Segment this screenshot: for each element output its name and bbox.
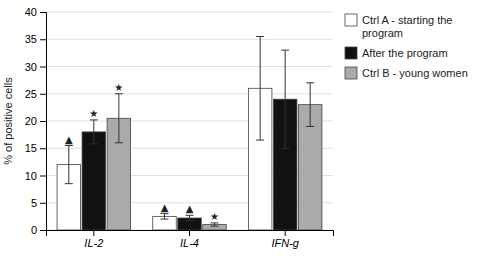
x-tick: IL-2 [84, 230, 103, 249]
series [107, 83, 322, 230]
y-axis-title: % of positive cells [2, 77, 14, 165]
y-tick: 25 [25, 88, 46, 100]
error-bar [211, 223, 219, 226]
grid-line [46, 93, 333, 94]
legend: Ctrl A - starting theprogram After the pr… [345, 14, 468, 79]
legend-item: Ctrl A - starting theprogram [345, 14, 452, 39]
error-bar [160, 214, 168, 219]
y-tick-mark [40, 67, 46, 68]
x-tick-label: IFN-g [271, 237, 299, 249]
error-bar [186, 215, 194, 220]
y-tick: 5 [31, 197, 46, 209]
x-axis-line [47, 231, 334, 237]
y-tick-mark [40, 148, 46, 149]
y-tick-label: 25 [25, 88, 37, 100]
y-tick-label: 30 [25, 61, 37, 73]
y-tick: 30 [25, 61, 46, 73]
annotation: ▲ [161, 202, 169, 213]
chart: 0 5 10 15 20 25 30 35 40 IL-2 IL-4 IFN-g % of positi… [0, 0, 483, 256]
y-axis: 0 5 10 15 20 25 30 35 40 [25, 6, 47, 236]
series [82, 50, 297, 230]
legend-swatch [345, 67, 357, 79]
y-tick-label: 5 [31, 197, 37, 209]
y-tick-mark [40, 12, 46, 13]
x-tick: IFN-g [271, 230, 299, 249]
x-tick-mark [189, 230, 190, 236]
legend-swatch [345, 14, 357, 26]
error-bar [90, 120, 98, 144]
legend-swatch [345, 47, 357, 59]
annotation: ★ [210, 211, 219, 222]
legend-label: Ctrl B - young women [362, 67, 468, 79]
annotation: ★ [89, 108, 98, 119]
plot: 0 5 10 15 20 25 30 35 40 IL-2 IL-4 IFN-g % of positi… [2, 6, 334, 249]
y-tick-label: 20 [25, 115, 37, 127]
y-tick-label: 35 [25, 33, 37, 45]
y-tick: 20 [25, 115, 46, 127]
y-tick-mark [40, 39, 46, 40]
y-tick-mark [40, 176, 46, 177]
grid-line [46, 39, 333, 40]
x-tick-label: IL-4 [180, 237, 199, 249]
x-axis: IL-2 IL-4 IFN-g [47, 230, 334, 249]
annotation: ▲ [186, 203, 194, 214]
grid-line [46, 66, 333, 67]
annotation: ★ [114, 82, 123, 93]
y-tick-label: 40 [25, 6, 37, 18]
error-bar [256, 37, 264, 141]
y-tick-label: 15 [25, 142, 37, 154]
legend-label: Ctrl A - starting theprogram [362, 14, 452, 39]
series [57, 37, 272, 230]
grid-line [46, 12, 333, 13]
x-tick-label: IL-2 [84, 237, 103, 249]
legend-label: After the program [362, 47, 448, 59]
y-tick-mark [40, 121, 46, 122]
y-tick: 0 [31, 224, 46, 236]
y-tick: 15 [25, 142, 46, 154]
legend-item: After the program [345, 47, 448, 59]
error-bar [115, 94, 123, 143]
y-tick: 40 [25, 6, 46, 18]
y-tick-mark [40, 230, 46, 231]
y-tick: 10 [25, 170, 46, 182]
grid [46, 12, 333, 230]
annotations: ▲ ★ ★ ▲ ▲ ★ [65, 82, 219, 222]
error-bar [306, 83, 314, 127]
legend-item: Ctrl B - young women [345, 67, 468, 79]
y-axis-line [40, 13, 47, 231]
annotation: ▲ [65, 134, 73, 145]
y-tick-label: 0 [31, 224, 37, 236]
y-tick-mark [40, 203, 46, 204]
y-tick: 35 [25, 33, 46, 45]
y-tick-label: 10 [25, 170, 37, 182]
y-tick-mark [40, 94, 46, 95]
error-bar [281, 50, 289, 148]
x-tick-mark [93, 230, 94, 236]
x-tick: IL-4 [180, 230, 199, 249]
x-tick-mark [285, 230, 286, 236]
error-bar [65, 146, 73, 184]
bar [82, 132, 106, 230]
marks [57, 37, 322, 230]
